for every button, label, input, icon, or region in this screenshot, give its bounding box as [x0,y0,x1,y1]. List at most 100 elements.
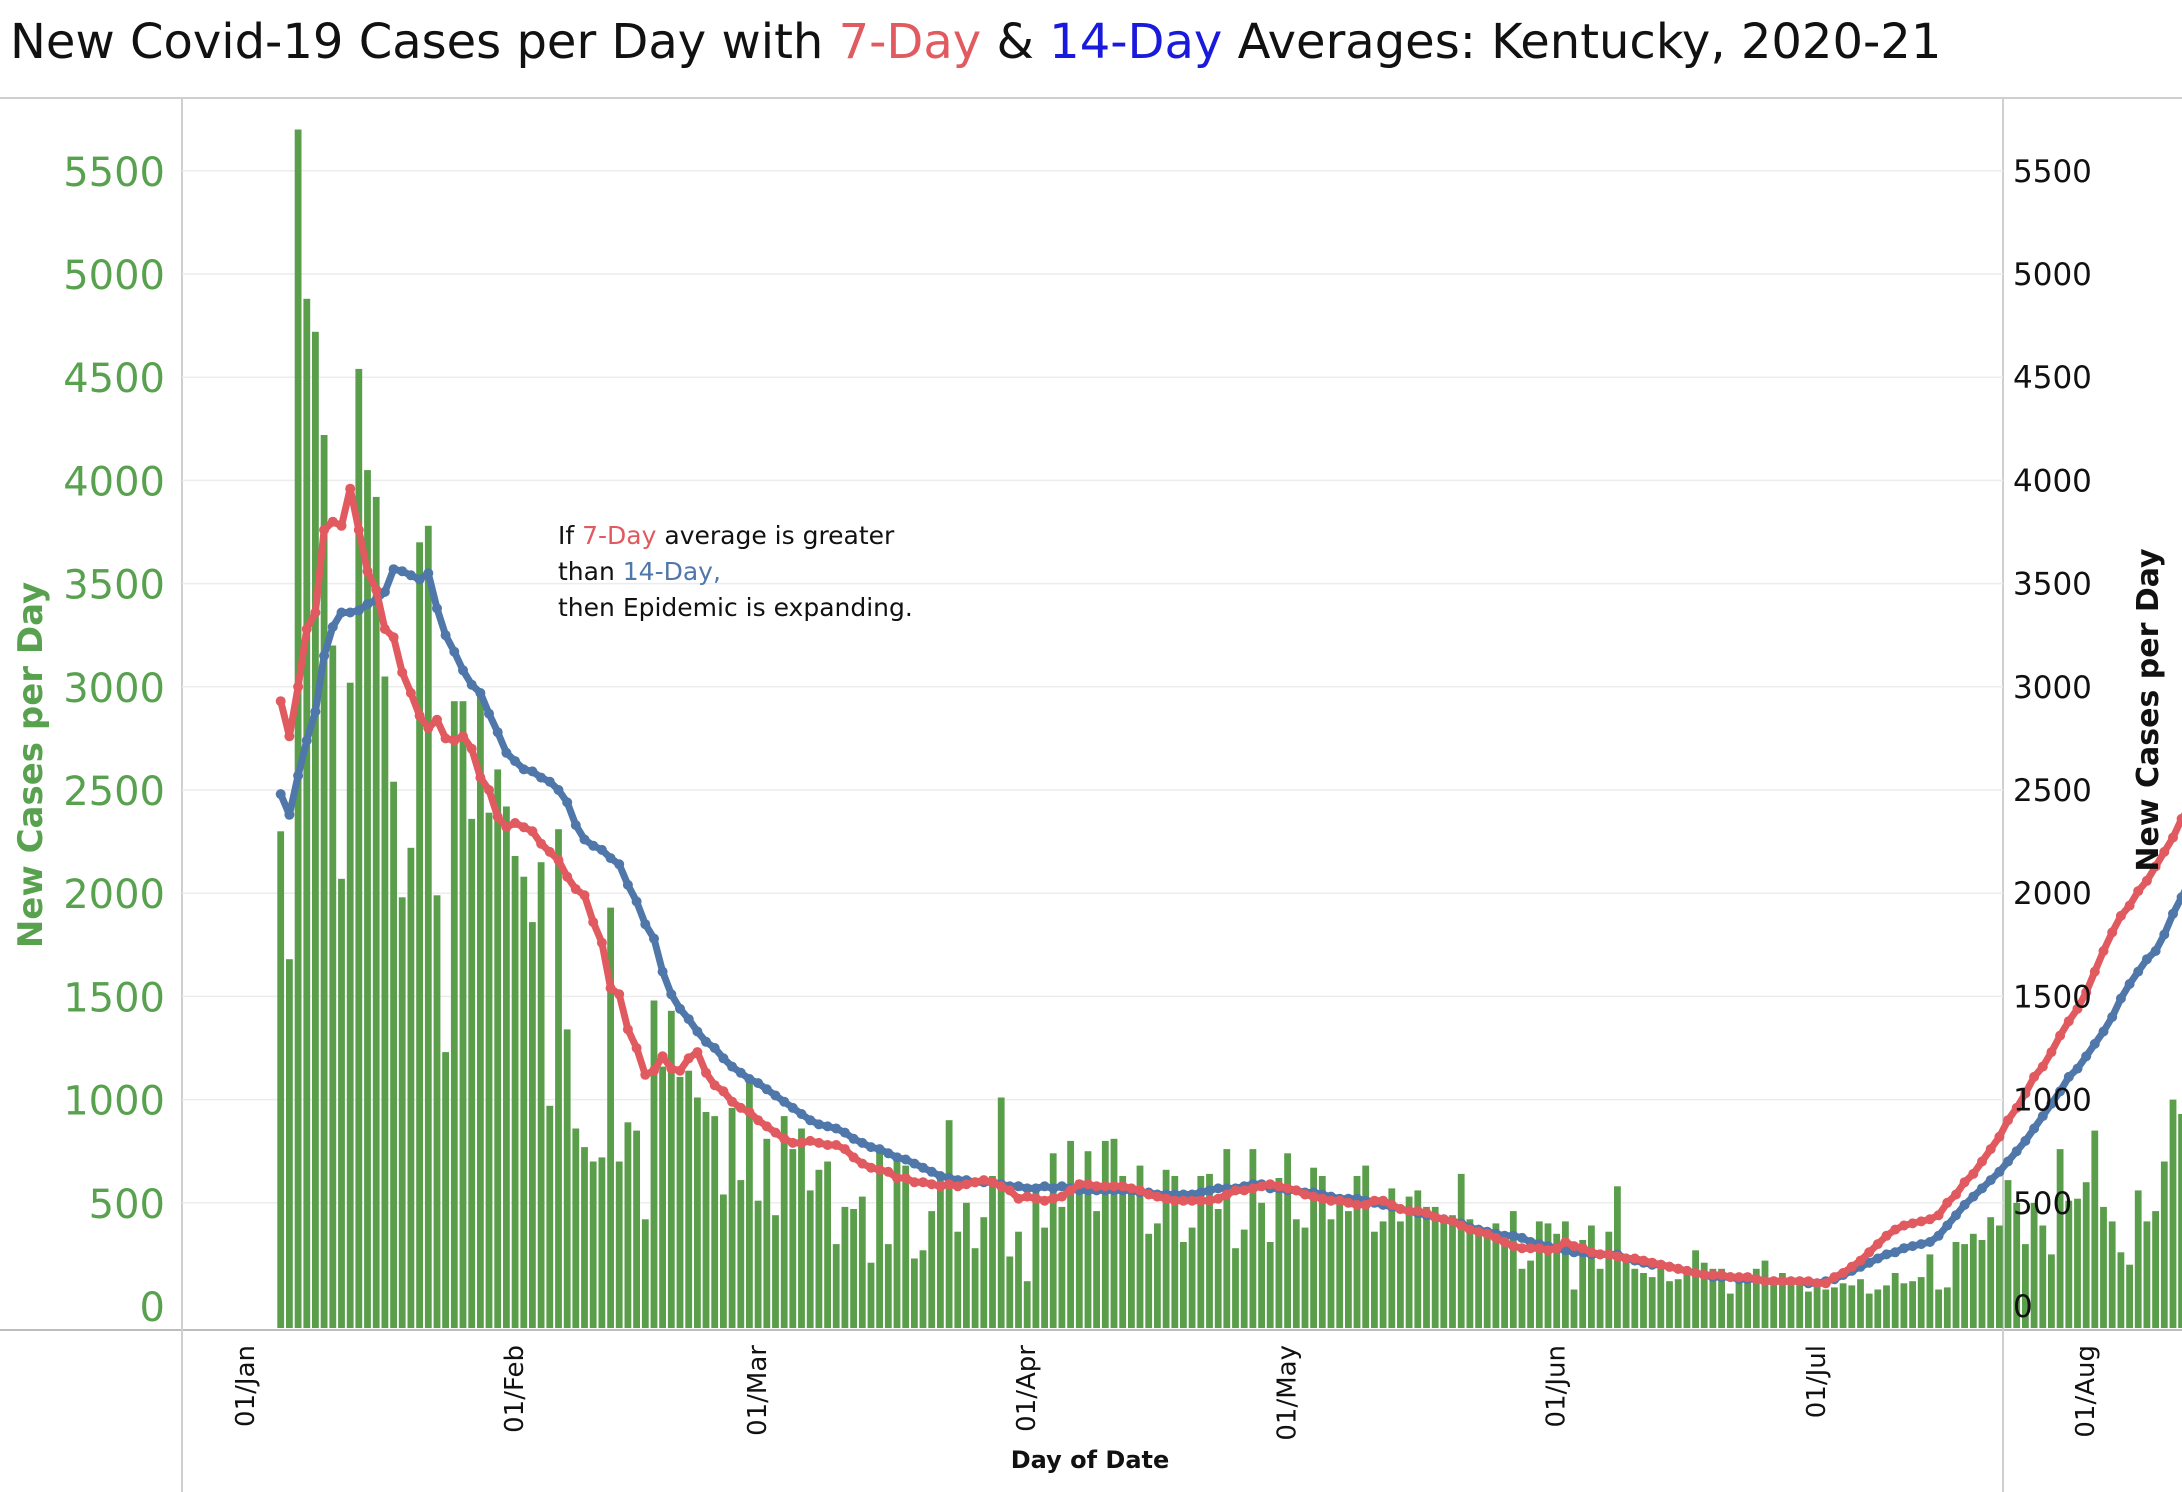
series-point [579,834,590,845]
bar [1796,1279,1804,1328]
bar [1041,1227,1048,1328]
series-point [1083,1179,1093,1190]
bar [1666,1281,1673,1328]
series-point [952,1181,963,1192]
bar [1570,1289,1578,1328]
series-point [570,820,581,831]
series-point [423,723,434,734]
series-point [1517,1243,1527,1254]
series-point [284,809,295,820]
bar [390,781,397,1328]
series-point [353,524,364,535]
bar [754,1200,762,1328]
bar [563,1029,571,1328]
series-point [1760,1276,1770,1287]
series-point [1707,1270,1718,1280]
series-point [1898,1220,1909,1231]
bar [1128,1190,1135,1328]
series-point [1994,1166,2005,1177]
bar [1214,1209,1222,1328]
bar [1909,1281,1916,1328]
bar [884,1244,892,1328]
series-point [345,607,356,618]
series-point [1352,1199,1362,1210]
bar [659,1066,666,1328]
series-point [466,743,477,754]
series-point [527,826,538,837]
series-point [735,1067,746,1078]
bar [1744,1273,1751,1328]
series-point [1056,1181,1067,1192]
left-tick-5500: 5500 [63,150,165,196]
series-point [1334,1195,1345,1206]
series-point [805,1135,816,1146]
bar [937,1173,944,1328]
series-point [996,1181,1007,1192]
bar [1787,1283,1795,1328]
left-tick-500: 500 [89,1182,165,1228]
bar [1188,1227,1196,1328]
bar [694,1097,701,1328]
right-y-axis: 0 500 1000 1500 2000 2500 3000 3500 4000 4500 5000… [2013,154,2092,1325]
series-point [2003,1156,2013,1167]
series-point [544,846,555,857]
series-point [1482,1228,1493,1239]
series-point [2098,1026,2109,1037]
bar [1084,1151,1092,1328]
series-point [501,747,512,758]
series-point [1551,1243,1562,1254]
bar [1839,1283,1847,1328]
left-tick-5000: 5000 [63,253,165,299]
series-point [319,650,330,661]
series-point [1951,1189,1961,1200]
series-point [275,789,286,800]
series-point [379,624,390,634]
bar [2117,1252,2125,1328]
series-point [918,1177,928,1188]
series-point [449,646,460,657]
series-point [397,667,408,678]
series-point [831,1140,842,1150]
series-point [319,524,330,535]
series-point [1395,1204,1406,1214]
bar [1258,1202,1265,1328]
bar [1023,1281,1031,1328]
series-point [787,1137,798,1148]
series-point [2037,1111,2048,1122]
series-point [397,566,408,577]
series-point [1039,1181,1050,1192]
series-point [2072,1003,2083,1014]
series-point [1386,1199,1397,1210]
bar [1405,1196,1413,1328]
series-point [2124,979,2135,989]
bar [1535,1221,1543,1328]
x-tick-label: 01/Aug [2071,1345,2101,1438]
title-7day: 7-Day [838,14,982,70]
bar [1049,1153,1057,1328]
series-point [1039,1195,1050,1206]
series-point [622,879,633,890]
bar [2108,1221,2116,1328]
series-point [1846,1261,1857,1272]
bar [1961,1244,1968,1328]
series-point [1004,1185,1015,1196]
series-point [978,1175,989,1186]
bar [1848,1285,1856,1328]
bar [1622,1256,1630,1328]
series-point [1221,1189,1232,1200]
series-point [475,688,486,698]
series-point [1933,1230,1944,1241]
bar [980,1217,988,1328]
bar [546,1105,554,1328]
series-point [562,797,573,808]
bar [1362,1165,1370,1328]
bar [1926,1254,1934,1328]
bar [1996,1225,2003,1328]
bar [1718,1268,1725,1328]
bar [2143,1221,2151,1328]
note-line-2: than 14-Day, [558,554,913,590]
bar [1431,1206,1439,1328]
bar [919,1250,927,1328]
series-point [518,764,529,775]
series-point [2081,987,2092,998]
